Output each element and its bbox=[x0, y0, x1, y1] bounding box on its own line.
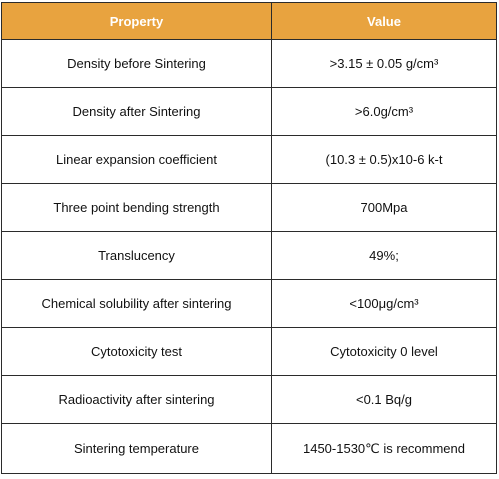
table-row: Density before Sintering >3.15 ± 0.05 g/… bbox=[1, 39, 497, 88]
value-cell: Cytotoxicity 0 level bbox=[271, 327, 497, 376]
column-header-property: Property bbox=[1, 2, 272, 40]
table-row: Sintering temperature 1450-1530℃ is reco… bbox=[1, 423, 497, 474]
table-header-row: Property Value bbox=[1, 2, 497, 40]
table-row: Three point bending strength 700Mpa bbox=[1, 183, 497, 232]
value-cell: (10.3 ± 0.5)x10-6 k-t bbox=[271, 135, 497, 184]
value-cell: >3.15 ± 0.05 g/cm³ bbox=[271, 39, 497, 88]
table-row: Translucency 49%; bbox=[1, 231, 497, 280]
property-cell: Sintering temperature bbox=[1, 423, 272, 474]
value-cell: 1450-1530℃ is recommend bbox=[271, 423, 497, 474]
property-cell: Linear expansion coefficient bbox=[1, 135, 272, 184]
property-cell: Radioactivity after sintering bbox=[1, 375, 272, 424]
table-row: Chemical solubility after sintering <100… bbox=[1, 279, 497, 328]
property-cell: Density before Sintering bbox=[1, 39, 272, 88]
table-row: Linear expansion coefficient (10.3 ± 0.5… bbox=[1, 135, 497, 184]
table-row: Radioactivity after sintering <0.1 Bq/g bbox=[1, 375, 497, 424]
value-cell: >6.0g/cm³ bbox=[271, 87, 497, 136]
column-header-value: Value bbox=[271, 2, 497, 40]
property-cell: Translucency bbox=[1, 231, 272, 280]
property-cell: Three point bending strength bbox=[1, 183, 272, 232]
value-cell: <0.1 Bq/g bbox=[271, 375, 497, 424]
property-cell: Cytotoxicity test bbox=[1, 327, 272, 376]
table-row: Cytotoxicity test Cytotoxicity 0 level bbox=[1, 327, 497, 376]
value-cell: 49%; bbox=[271, 231, 497, 280]
value-cell: <100μg/cm³ bbox=[271, 279, 497, 328]
properties-table: Property Value Density before Sintering … bbox=[1, 2, 497, 474]
property-cell: Chemical solubility after sintering bbox=[1, 279, 272, 328]
table-row: Density after Sintering >6.0g/cm³ bbox=[1, 87, 497, 136]
value-cell: 700Mpa bbox=[271, 183, 497, 232]
property-cell: Density after Sintering bbox=[1, 87, 272, 136]
